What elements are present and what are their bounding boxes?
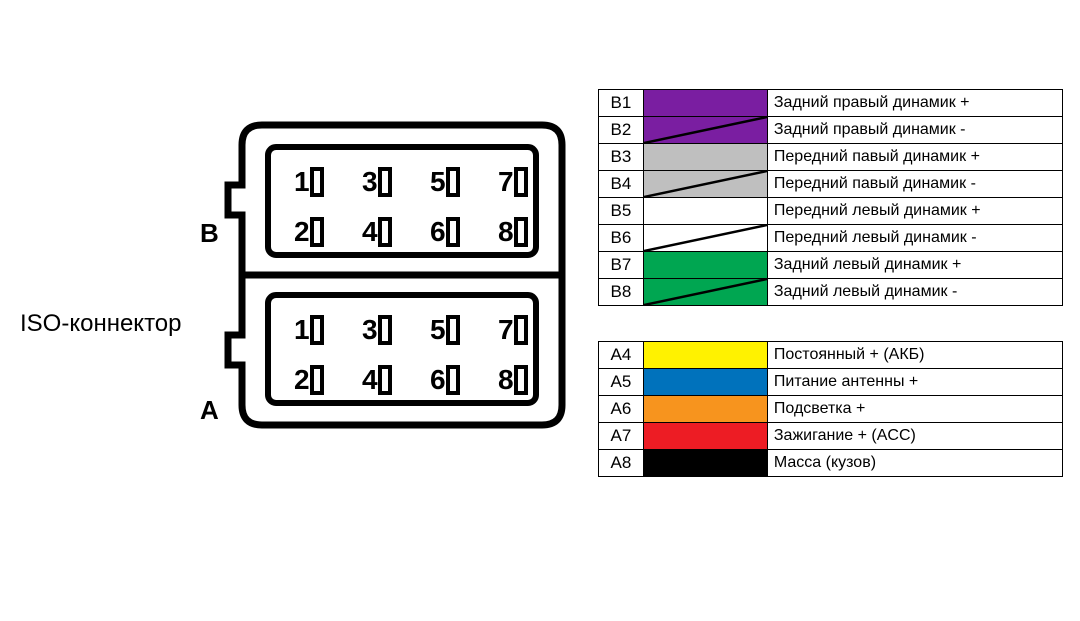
legend-color-swatch: [643, 279, 767, 306]
legend-color-swatch: [643, 396, 767, 423]
legend-row: A5 Питание антенны +: [599, 369, 1063, 396]
svg-text:6: 6: [430, 364, 446, 395]
legend-pin: A6: [599, 396, 644, 423]
iso-connector-label: ISO-коннектор: [20, 310, 182, 338]
legend-pin: A5: [599, 369, 644, 396]
legend-pin: B6: [599, 225, 644, 252]
connector-b-label: B: [200, 218, 219, 249]
svg-text:1: 1: [294, 314, 310, 345]
legend-description: Передний павый динамик +: [767, 144, 1062, 171]
legend-row: A7 Зажигание + (ACC): [599, 423, 1063, 450]
legend-row: B7 Задний левый динамик +: [599, 252, 1063, 279]
svg-text:2: 2: [294, 216, 310, 247]
legend-row: B5 Передний левый динамик +: [599, 198, 1063, 225]
legend-row: B8 Задний левый динамик -: [599, 279, 1063, 306]
legend-color-swatch: [643, 198, 767, 225]
legend-color-swatch: [643, 225, 767, 252]
legend-description: Масса (кузов): [767, 450, 1062, 477]
legend-color-swatch: [643, 144, 767, 171]
legend-color-swatch: [643, 117, 767, 144]
svg-text:3: 3: [362, 314, 378, 345]
legend-row: B1 Задний правый динамик +: [599, 90, 1063, 117]
legend-description: Передний павый динамик -: [767, 171, 1062, 198]
legend-color-swatch: [643, 369, 767, 396]
legend-pin: B4: [599, 171, 644, 198]
legend-pin: B3: [599, 144, 644, 171]
iso-connector-diagram: 1 3 5 7 2 4 6 8 1 3 5 7 2 4 6 8: [222, 115, 582, 435]
legend-color-swatch: [643, 90, 767, 117]
svg-text:4: 4: [362, 216, 378, 247]
legend-pin: B8: [599, 279, 644, 306]
legend-row: B2 Задний правый динамик -: [599, 117, 1063, 144]
connector-a-label: A: [200, 395, 219, 426]
legend-description: Передний левый динамик -: [767, 225, 1062, 252]
legend-pin: B7: [599, 252, 644, 279]
legend-pin: B5: [599, 198, 644, 225]
svg-text:2: 2: [294, 364, 310, 395]
pinout-legend: B1 Задний правый динамик + B2 Задний правый…: [598, 89, 1063, 477]
legend-color-swatch: [643, 252, 767, 279]
legend-description: Задний левый динамик -: [767, 279, 1062, 306]
legend-pin: A8: [599, 450, 644, 477]
svg-text:6: 6: [430, 216, 446, 247]
legend-row: B4 Передний павый динамик -: [599, 171, 1063, 198]
legend-row: A8 Масса (кузов): [599, 450, 1063, 477]
legend-color-swatch: [643, 171, 767, 198]
svg-text:1: 1: [294, 166, 310, 197]
svg-text:8: 8: [498, 216, 514, 247]
svg-text:8: 8: [498, 364, 514, 395]
legend-description: Задний правый динамик +: [767, 90, 1062, 117]
legend-description: Постоянный + (АКБ): [767, 342, 1062, 369]
legend-color-swatch: [643, 423, 767, 450]
legend-description: Зажигание + (ACC): [767, 423, 1062, 450]
legend-description: Питание антенны +: [767, 369, 1062, 396]
svg-text:4: 4: [362, 364, 378, 395]
legend-description: Задний правый динамик -: [767, 117, 1062, 144]
svg-text:7: 7: [498, 314, 514, 345]
legend-row: A6 Подсветка +: [599, 396, 1063, 423]
legend-pin: A4: [599, 342, 644, 369]
legend-row: B6 Передний левый динамик -: [599, 225, 1063, 252]
legend-table: B1 Задний правый динамик + B2 Задний правый…: [598, 89, 1063, 477]
legend-description: Задний левый динамик +: [767, 252, 1062, 279]
legend-description: Передний левый динамик +: [767, 198, 1062, 225]
legend-pin: A7: [599, 423, 644, 450]
legend-color-swatch: [643, 450, 767, 477]
svg-text:5: 5: [430, 314, 446, 345]
legend-row: A4 Постоянный + (АКБ): [599, 342, 1063, 369]
legend-pin: B2: [599, 117, 644, 144]
svg-text:3: 3: [362, 166, 378, 197]
legend-row: B3 Передний павый динамик +: [599, 144, 1063, 171]
svg-text:5: 5: [430, 166, 446, 197]
legend-description: Подсветка +: [767, 396, 1062, 423]
legend-pin: B1: [599, 90, 644, 117]
svg-text:7: 7: [498, 166, 514, 197]
legend-color-swatch: [643, 342, 767, 369]
